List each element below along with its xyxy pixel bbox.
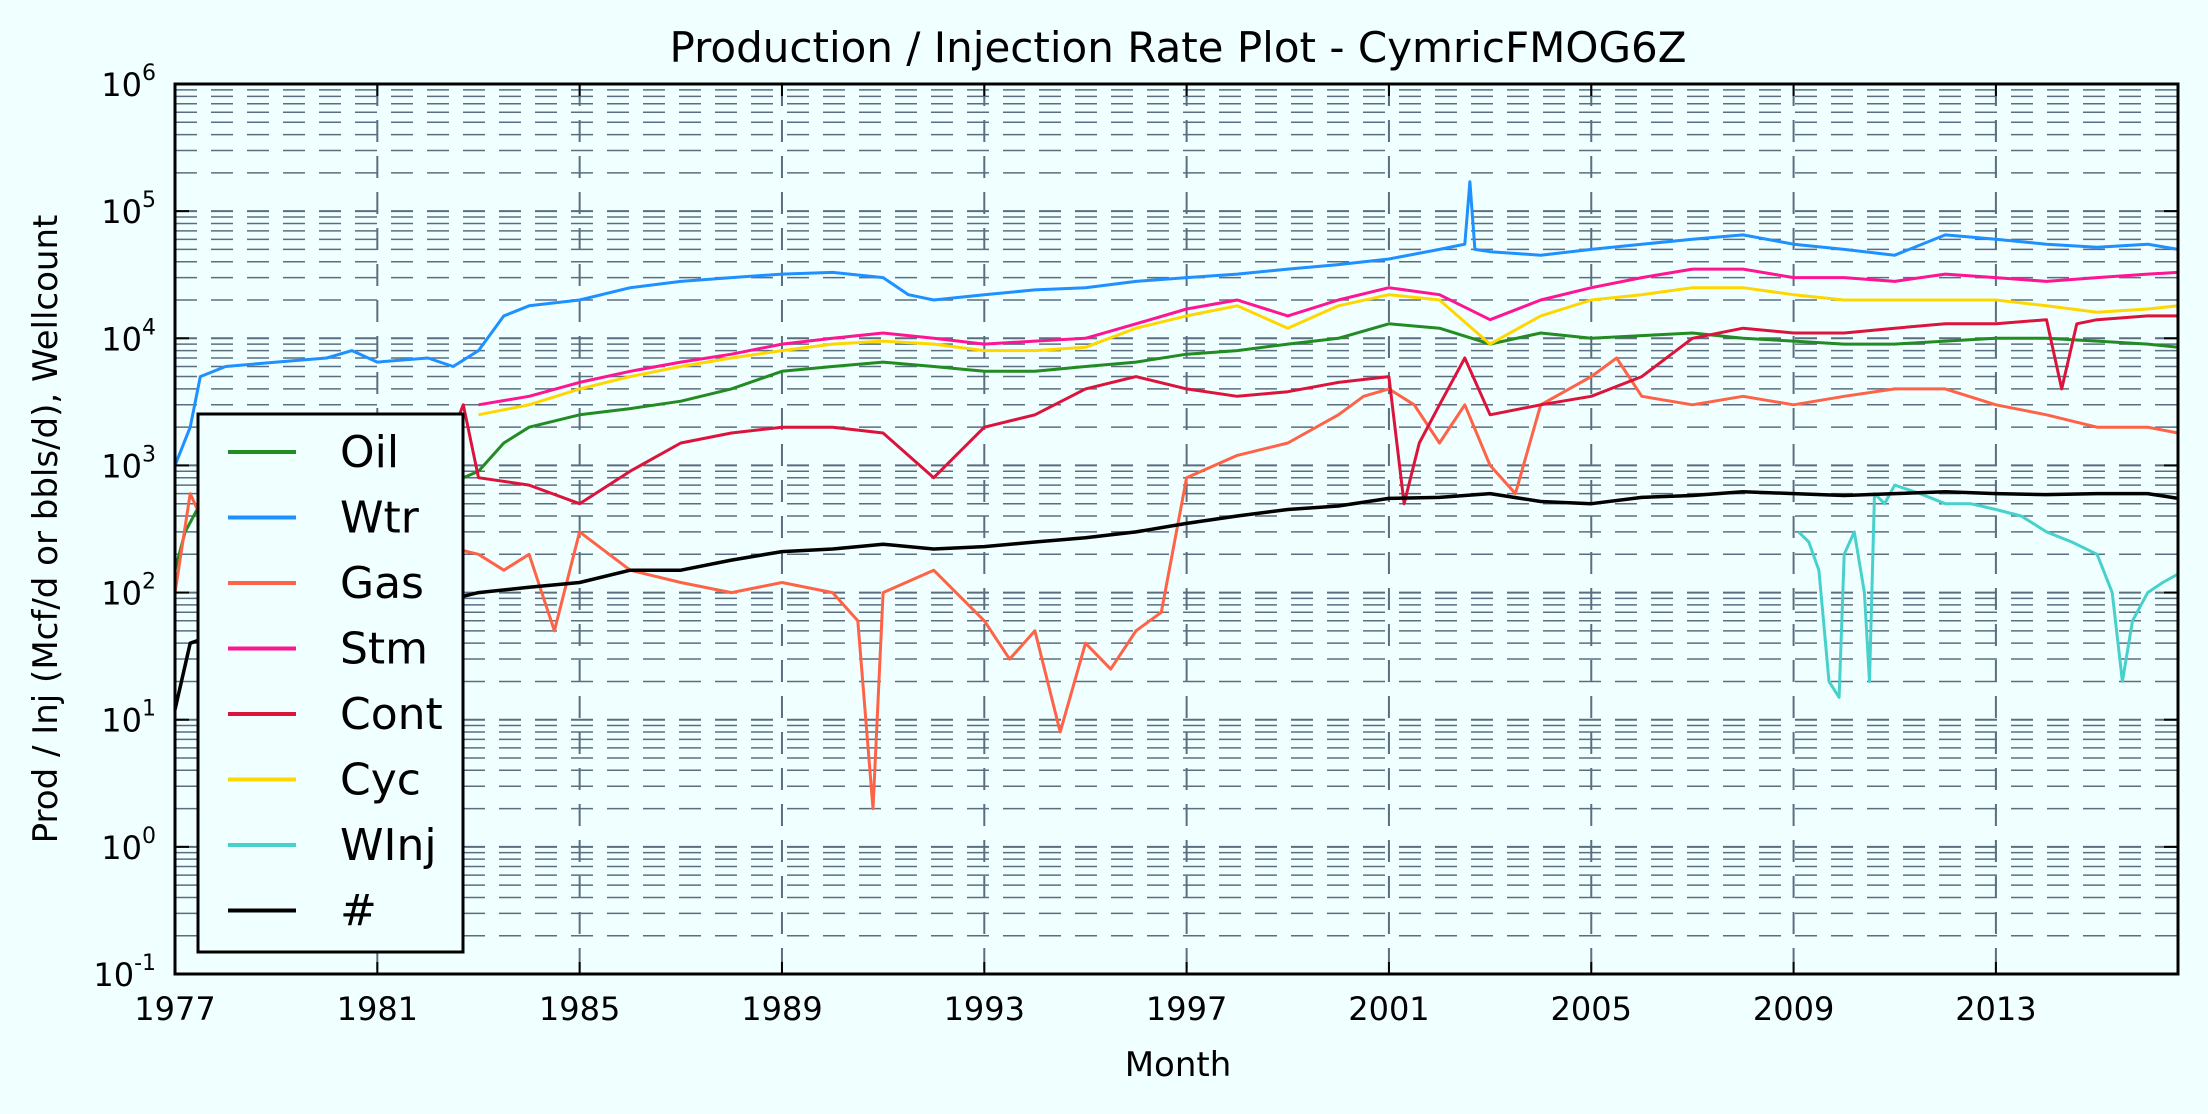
legend-label: # — [340, 886, 377, 937]
y-tick-label: 103 — [101, 442, 156, 485]
x-tick-label: 1989 — [741, 990, 822, 1028]
x-axis-label: Month — [1125, 1045, 1232, 1085]
x-tick-label: 1981 — [337, 990, 418, 1028]
legend-label: WInj — [340, 820, 437, 871]
legend-label: Cyc — [340, 755, 421, 806]
chart-title: Production / Injection Rate Plot - Cymri… — [669, 23, 1686, 72]
legend-label: Wtr — [340, 493, 420, 544]
y-tick-label: 10-1 — [93, 951, 156, 994]
axis-ticks: 1977 1981 1985 1989 1993 1997 2001 2005 2009 2013… — [93, 61, 2178, 1028]
x-tick-label: 2009 — [1753, 990, 1834, 1028]
series-line-WInj — [1797, 483, 2179, 699]
x-tick-label: 2013 — [1955, 990, 2036, 1028]
x-tick-label: 1993 — [944, 990, 1025, 1028]
x-tick-label: 2001 — [1348, 990, 1429, 1028]
y-tick-label: 102 — [101, 570, 156, 613]
legend-label: Cont — [340, 689, 443, 740]
series-line-Stm — [478, 267, 2179, 407]
series-line-Cyc — [478, 286, 2179, 417]
series-line-Wtr — [173, 180, 2179, 466]
x-tick-label: 1997 — [1146, 990, 1227, 1028]
y-tick-label: 101 — [101, 697, 156, 740]
x-tick-label: 1985 — [539, 990, 620, 1028]
y-tick-label: 105 — [101, 188, 156, 231]
y-tick-label: 100 — [101, 824, 156, 867]
legend: Oil Wtr Gas Stm Cont Cyc WInj # — [196, 412, 465, 954]
series-lines — [173, 180, 2179, 811]
y-tick-label: 106 — [101, 61, 156, 104]
legend-label: Gas — [340, 558, 424, 609]
x-tick-label: 1977 — [134, 990, 215, 1028]
series-line-Cont — [377, 314, 2178, 506]
legend-box — [196, 412, 465, 954]
plot-area-frame — [173, 82, 2180, 976]
x-tick-label: 2005 — [1551, 990, 1632, 1028]
legend-label: Oil — [340, 427, 399, 478]
grid-lines — [175, 84, 2178, 974]
legend-label: Stm — [340, 624, 428, 675]
y-axis-label: Prod / Inj (Mcf/d or bbls/d), Wellcount — [26, 215, 66, 844]
series-line-Gas — [173, 356, 2179, 811]
y-tick-label: 104 — [101, 315, 156, 358]
series-line-# — [173, 490, 2179, 710]
